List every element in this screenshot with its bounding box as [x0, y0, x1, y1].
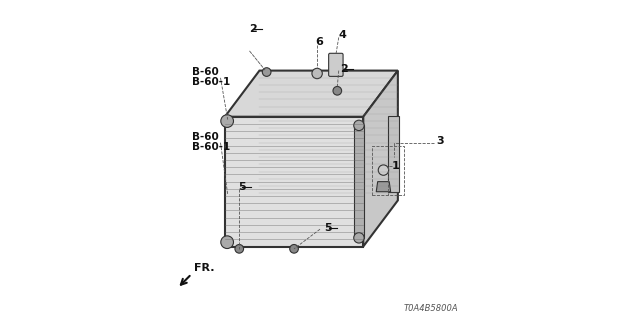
Polygon shape [225, 117, 364, 246]
Bar [372, 146, 404, 195]
Text: B-60-1: B-60-1 [191, 142, 230, 152]
Polygon shape [354, 125, 364, 238]
Circle shape [262, 68, 271, 76]
Text: 1: 1 [392, 161, 400, 171]
Circle shape [354, 120, 364, 131]
FancyBboxPatch shape [329, 53, 343, 76]
Text: 4: 4 [339, 29, 347, 40]
Text: 2: 2 [340, 64, 348, 74]
Circle shape [290, 244, 298, 253]
Circle shape [378, 165, 388, 175]
Circle shape [333, 86, 342, 95]
Text: 5: 5 [324, 223, 332, 233]
Text: 2: 2 [250, 24, 257, 34]
Text: B-60-1: B-60-1 [191, 77, 230, 87]
Circle shape [312, 68, 323, 79]
Circle shape [221, 115, 234, 127]
Text: FR.: FR. [194, 263, 214, 273]
Text: B-60: B-60 [191, 132, 218, 142]
Text: 6: 6 [316, 37, 324, 47]
Circle shape [221, 236, 234, 249]
Text: T0A4B5800A: T0A4B5800A [404, 304, 458, 313]
Text: 5: 5 [238, 182, 245, 192]
Circle shape [235, 244, 244, 253]
Text: 3: 3 [436, 136, 444, 146]
Text: B-60: B-60 [191, 67, 218, 77]
Polygon shape [364, 71, 398, 246]
Polygon shape [225, 71, 398, 117]
Polygon shape [376, 182, 390, 192]
Polygon shape [388, 116, 399, 192]
Circle shape [354, 233, 364, 243]
